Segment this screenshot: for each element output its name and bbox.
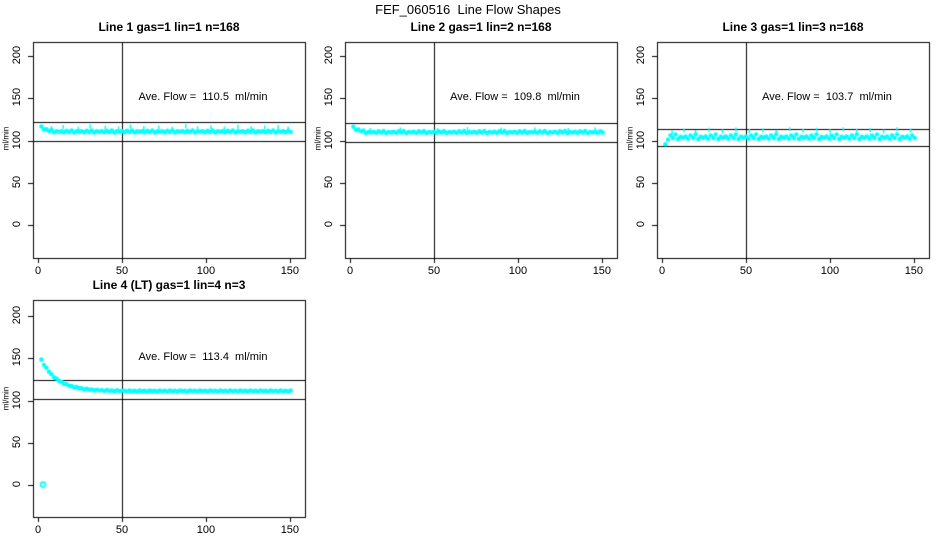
ave-flow-annotation-line2: Ave. Flow = 109.8 ml/min: [450, 91, 580, 103]
y-tick-label: 100: [11, 390, 23, 409]
panel-title-line1: Line 1 gas=1 lin=1 n=168: [98, 20, 240, 34]
y-tick-label: 0: [635, 220, 647, 228]
plot-canvas-line4: [26, 299, 308, 525]
x-tick-label: 150: [280, 524, 300, 536]
ave-flow-annotation-line4: Ave. Flow = 113.4 ml/min: [138, 351, 268, 363]
y-tick-label: 200: [11, 45, 23, 65]
x-tick-label: 0: [346, 265, 354, 277]
y-tick-label: 100: [11, 130, 23, 149]
panel-title-line4: Line 4 (LT) gas=1 lin=4 n=3: [92, 278, 246, 292]
y-tick-label: 100: [635, 130, 647, 149]
y-tick-label: 0: [323, 220, 335, 228]
y-tick-label: 0: [11, 220, 23, 228]
y-axis-label-line3: ml/min: [625, 126, 635, 151]
ave-flow-annotation-line3: Ave. Flow = 103.7 ml/min: [762, 91, 892, 103]
figure-title: FEF_060516 Line Flow Shapes: [375, 2, 561, 17]
y-tick-label: 50: [323, 175, 335, 188]
y-tick-label: 150: [323, 88, 335, 107]
plot-canvas-line2: [338, 41, 620, 266]
x-tick-label: 150: [280, 265, 300, 277]
x-tick-label: 100: [820, 265, 840, 277]
x-tick-label: 0: [34, 524, 42, 536]
y-tick-label: 100: [323, 130, 335, 149]
x-tick-label: 100: [508, 265, 528, 277]
x-tick-label: 50: [739, 265, 753, 277]
panel-title-line3: Line 3 gas=1 lin=3 n=168: [722, 20, 864, 34]
y-tick-label: 150: [11, 88, 23, 107]
y-tick-label: 150: [11, 348, 23, 367]
x-tick-label: 50: [115, 265, 129, 277]
x-tick-label: 150: [592, 265, 612, 277]
y-axis-label-line4: ml/min: [1, 386, 11, 411]
y-tick-label: 150: [635, 88, 647, 107]
y-tick-label: 50: [11, 175, 23, 188]
x-tick-label: 0: [658, 265, 666, 277]
y-axis-label-line1: ml/min: [1, 126, 11, 151]
plot-canvas-line3: [650, 41, 932, 266]
plot-canvas-line1: [26, 41, 308, 266]
y-tick-label: 50: [635, 175, 647, 188]
y-axis-label-line2: ml/min: [313, 126, 323, 151]
x-tick-label: 100: [196, 265, 216, 277]
x-tick-label: 50: [115, 524, 129, 536]
ave-flow-annotation-line1: Ave. Flow = 110.5 ml/min: [138, 91, 268, 103]
y-tick-label: 200: [11, 305, 23, 325]
x-tick-label: 50: [427, 265, 441, 277]
x-tick-label: 0: [34, 265, 42, 277]
x-tick-label: 100: [196, 524, 216, 536]
y-tick-label: 0: [11, 480, 23, 488]
y-tick-label: 50: [11, 435, 23, 448]
panel-title-line2: Line 2 gas=1 lin=2 n=168: [410, 20, 552, 34]
x-tick-label: 150: [904, 265, 924, 277]
y-tick-label: 200: [323, 45, 335, 65]
y-tick-label: 200: [635, 45, 647, 65]
